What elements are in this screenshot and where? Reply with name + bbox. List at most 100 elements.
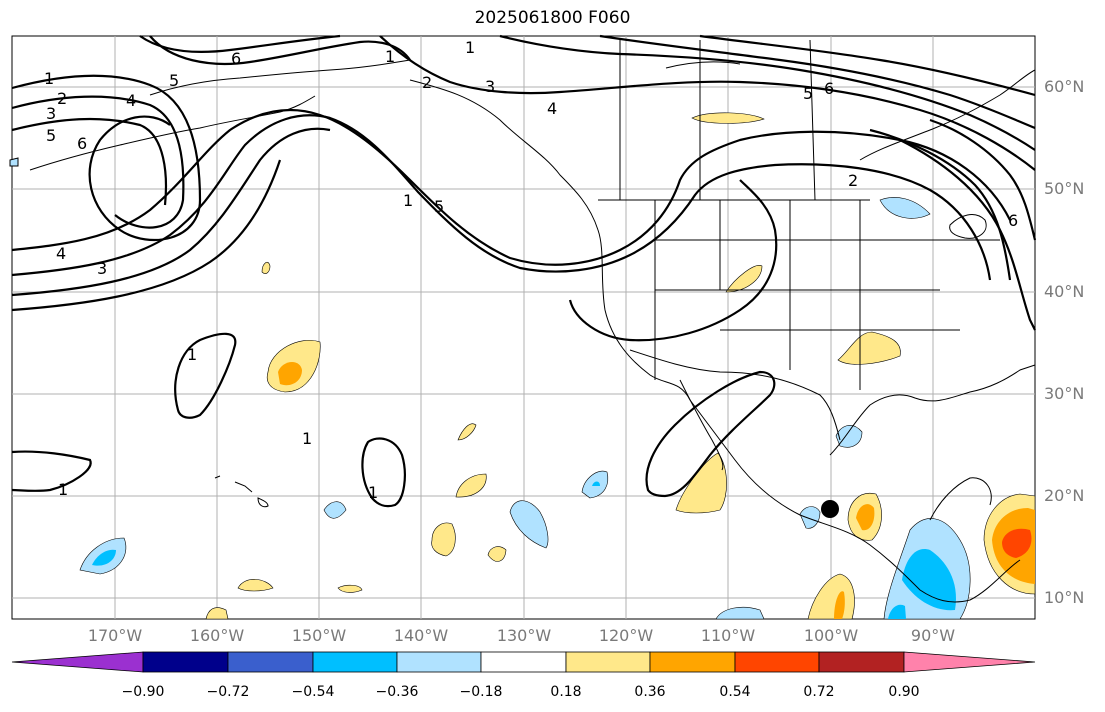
graticule	[12, 36, 1035, 619]
contour-upper-5	[599, 34, 1036, 130]
patch-positive	[725, 265, 763, 293]
patch-negative	[323, 501, 347, 519]
patch-positive-strong	[834, 591, 845, 619]
contour-label: 2	[422, 73, 432, 92]
contour-labels: 1 2 3 5 6 4 5 6 1 1 2 3 4 5 6 2 6 1 5 4 …	[44, 38, 1018, 502]
patch-positive	[261, 261, 271, 274]
shading-patches	[79, 112, 1036, 620]
contour-label: 2	[57, 89, 67, 108]
colorbar-tick-label: 0.18	[550, 684, 582, 700]
coastline-yucatan	[929, 477, 992, 521]
contour-label: 1	[403, 191, 413, 210]
contour-upper-4	[499, 34, 1036, 151]
patch-negative-strong	[592, 481, 600, 486]
lat-label: 60°N	[1044, 77, 1085, 96]
hudson-bay-coast	[859, 69, 1036, 161]
contour-label: 1	[58, 480, 68, 499]
islands	[9, 61, 741, 508]
patch-positive-max	[1002, 528, 1032, 558]
contour-ring-2	[11, 117, 168, 206]
lat-label: 50°N	[1044, 179, 1085, 198]
contour-label: 3	[485, 77, 495, 96]
lon-label: 90°W	[910, 626, 956, 645]
contour-upper-2	[149, 35, 411, 65]
colorbar-extend-high	[903, 651, 1036, 673]
patch-positive	[691, 112, 765, 124]
lon-label: 140°W	[393, 626, 449, 645]
patch-negative	[799, 506, 821, 529]
contour-label: 3	[97, 259, 107, 278]
colorbar-segment	[312, 651, 398, 673]
patch-negative-strong	[92, 549, 116, 566]
hawaii-islands	[214, 475, 269, 508]
contour-label: 6	[77, 134, 87, 153]
coastline-gulf	[829, 364, 1036, 456]
contour-label: 4	[547, 99, 557, 118]
patch-positive	[431, 522, 456, 557]
patch-negative	[879, 197, 931, 219]
contour-ring-1	[11, 95, 185, 229]
lon-label: 110°W	[700, 626, 756, 645]
patch-positive	[837, 331, 901, 365]
patch-positive	[457, 423, 477, 441]
contour-pacific-high-1	[174, 332, 237, 419]
mexico-border	[629, 349, 841, 441]
map-title: 2025061800 F060	[474, 8, 631, 28]
contour-ring-6	[11, 159, 282, 312]
contour-label: 4	[126, 91, 136, 110]
contour-upper-3	[379, 35, 1036, 171]
contour-ring-5	[11, 127, 331, 297]
contour-label: 6	[231, 49, 241, 68]
colorbar-segment	[227, 651, 314, 673]
colorbar-segment	[649, 651, 736, 673]
colorbar-tick-label: −0.72	[206, 684, 250, 700]
contour-pacific-high-2	[361, 437, 406, 508]
contour-ring-4	[11, 114, 992, 281]
colorbar-segment	[565, 651, 651, 673]
coastline-north-america	[409, 79, 1021, 603]
colorbar-tick-label: −0.54	[291, 684, 335, 700]
patch-positive	[455, 473, 487, 498]
contour-label: 1	[44, 69, 54, 88]
colorbar-tick-label: 0.54	[719, 684, 751, 700]
patch-positive	[237, 579, 274, 592]
contour-label: 1	[385, 47, 395, 66]
contour-label: 3	[46, 104, 56, 123]
patch-negative-strong	[902, 549, 956, 611]
lon-label: 160°W	[189, 626, 245, 645]
contour-east-3	[929, 118, 1037, 241]
contour-pacific-south	[11, 450, 92, 492]
colorbar-segment	[818, 651, 905, 673]
contour-label: 5	[803, 84, 813, 103]
patch-negative	[715, 607, 765, 620]
colorbar-tick-label: −0.90	[121, 684, 165, 700]
lat-label: 20°N	[1044, 486, 1085, 505]
contour-label: 1	[465, 38, 475, 57]
colorbar-tick-label: −0.18	[459, 684, 503, 700]
contour-label: 4	[56, 244, 66, 263]
contour-southwest-trough	[568, 179, 778, 342]
lat-label: 10°N	[1044, 588, 1085, 607]
colorbar-extend-low	[11, 651, 144, 673]
contour-label: 2	[848, 171, 858, 190]
colorbar-tick-label: −0.36	[375, 684, 419, 700]
patch-positive	[337, 584, 363, 593]
state-borders	[654, 200, 1000, 390]
lon-label: 150°W	[291, 626, 347, 645]
colorbar-segment	[142, 651, 229, 673]
baja-california	[679, 379, 724, 471]
patch-negative-strong	[888, 604, 906, 619]
lon-label: 120°W	[598, 626, 654, 645]
location-marker	[821, 500, 839, 518]
contour-ring-3	[11, 108, 1011, 266]
alberta-border	[619, 39, 816, 201]
contour-label: 1	[368, 483, 378, 502]
contour-label: 6	[824, 79, 834, 98]
colorbar-tick-label: 0.90	[888, 684, 920, 700]
contour-east-2	[869, 128, 1012, 281]
contour-upper-6	[699, 34, 1036, 97]
contour-label: 6	[1008, 211, 1018, 230]
lat-label: 30°N	[1044, 384, 1085, 403]
contour-lines	[11, 34, 1037, 508]
contour-label: 5	[46, 126, 56, 145]
